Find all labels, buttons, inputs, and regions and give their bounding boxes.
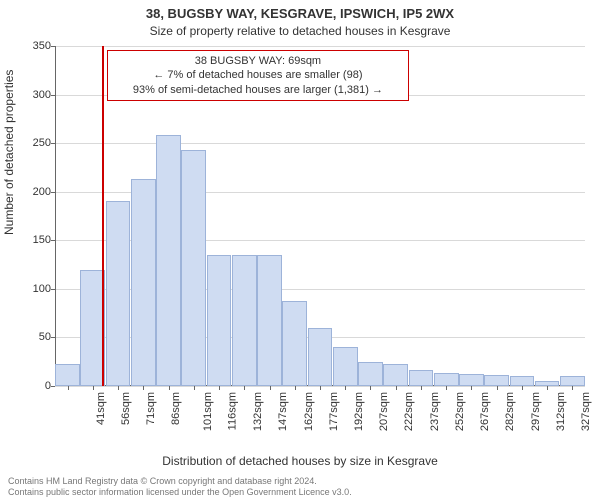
- x-tick-mark: [143, 386, 144, 390]
- x-tick-label: 297sqm: [530, 392, 542, 431]
- x-tick-mark: [396, 386, 397, 390]
- histogram-bar: [308, 328, 333, 386]
- x-tick-mark: [68, 386, 69, 390]
- x-tick-mark: [421, 386, 422, 390]
- x-tick-label: 252sqm: [454, 392, 466, 431]
- x-tick-mark: [295, 386, 296, 390]
- plot-area: 05010015020025030035041sqm56sqm71sqm86sq…: [55, 46, 585, 386]
- chart-container: 38, BUGSBY WAY, KESGRAVE, IPSWICH, IP5 2…: [0, 0, 600, 500]
- y-tick-label: 350: [23, 40, 51, 52]
- annotation-line-3: 93% of semi-detached houses are larger (…: [114, 83, 402, 97]
- y-tick-label: 250: [23, 137, 51, 149]
- histogram-bar: [106, 201, 131, 386]
- histogram-bar: [333, 347, 358, 386]
- y-tick-label: 150: [23, 234, 51, 246]
- histogram-bar: [181, 150, 206, 386]
- y-tick-label: 0: [23, 380, 51, 392]
- x-tick-label: 222sqm: [404, 392, 416, 431]
- x-tick-label: 132sqm: [252, 392, 264, 431]
- histogram-bar: [55, 364, 80, 386]
- x-tick-mark: [345, 386, 346, 390]
- x-tick-label: 207sqm: [378, 392, 390, 431]
- footer-attribution: Contains HM Land Registry data © Crown c…: [8, 476, 592, 499]
- x-tick-mark: [270, 386, 271, 390]
- x-tick-label: 237sqm: [429, 392, 441, 431]
- x-tick-label: 86sqm: [170, 392, 182, 425]
- x-tick-label: 312sqm: [555, 392, 567, 431]
- histogram-bar: [434, 373, 459, 386]
- x-tick-label: 282sqm: [505, 392, 517, 431]
- x-axis-label: Distribution of detached houses by size …: [0, 454, 600, 468]
- x-tick-mark: [522, 386, 523, 390]
- x-tick-label: 116sqm: [226, 392, 238, 430]
- x-tick-label: 41sqm: [95, 392, 107, 425]
- title-sub: Size of property relative to detached ho…: [0, 24, 600, 38]
- x-tick-label: 56sqm: [120, 392, 132, 425]
- histogram-bar: [207, 255, 232, 386]
- footer-line-2: Contains public sector information licen…: [8, 487, 592, 498]
- y-tick-label: 100: [23, 283, 51, 295]
- footer-line-1: Contains HM Land Registry data © Crown c…: [8, 476, 592, 487]
- subject-marker-line: [102, 46, 104, 386]
- x-tick-mark: [93, 386, 94, 390]
- x-tick-label: 101sqm: [202, 392, 214, 431]
- x-tick-mark: [219, 386, 220, 390]
- y-axis-label: Number of detached properties: [2, 70, 16, 235]
- x-tick-label: 267sqm: [479, 392, 491, 431]
- histogram-bar: [232, 255, 257, 386]
- histogram-bar: [459, 374, 484, 386]
- x-tick-mark: [169, 386, 170, 390]
- x-tick-label: 192sqm: [353, 392, 365, 431]
- x-tick-label: 147sqm: [277, 392, 289, 431]
- x-tick-mark: [497, 386, 498, 390]
- histogram-bar: [131, 179, 156, 386]
- y-tick-mark: [51, 386, 55, 387]
- histogram-bar: [156, 135, 181, 386]
- y-tick-label: 300: [23, 89, 51, 101]
- x-tick-mark: [547, 386, 548, 390]
- y-tick-label: 200: [23, 186, 51, 198]
- x-tick-label: 177sqm: [328, 392, 340, 431]
- x-tick-mark: [244, 386, 245, 390]
- annotation-line-2: ← 7% of detached houses are smaller (98): [114, 68, 402, 82]
- histogram-bar: [257, 255, 282, 386]
- x-tick-mark: [572, 386, 573, 390]
- annotation-line-1: 38 BUGSBY WAY: 69sqm: [114, 54, 402, 68]
- x-tick-mark: [446, 386, 447, 390]
- x-tick-label: 71sqm: [145, 392, 157, 425]
- histogram-bar: [484, 375, 509, 386]
- x-tick-mark: [118, 386, 119, 390]
- annotation-box: 38 BUGSBY WAY: 69sqm← 7% of detached hou…: [107, 50, 409, 101]
- y-tick-label: 50: [23, 331, 51, 343]
- x-tick-mark: [320, 386, 321, 390]
- x-tick-mark: [471, 386, 472, 390]
- x-tick-mark: [370, 386, 371, 390]
- histogram-bar: [282, 301, 307, 386]
- histogram-bar: [358, 362, 383, 386]
- histogram-bar: [560, 376, 585, 386]
- title-main: 38, BUGSBY WAY, KESGRAVE, IPSWICH, IP5 2…: [0, 6, 600, 21]
- x-tick-mark: [194, 386, 195, 390]
- histogram-bar: [510, 376, 535, 386]
- x-tick-label: 162sqm: [303, 392, 315, 431]
- x-tick-label: 327sqm: [580, 392, 592, 431]
- histogram-bar: [383, 364, 408, 386]
- histogram-bar: [409, 370, 434, 387]
